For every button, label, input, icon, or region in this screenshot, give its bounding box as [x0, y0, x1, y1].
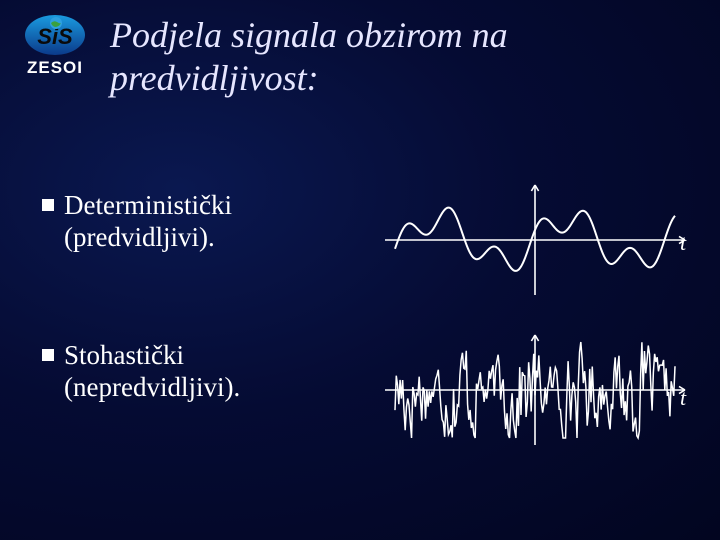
stochastic-graph: [380, 320, 690, 460]
logo: SiS ZESOI: [16, 14, 94, 78]
bullet-marker: [42, 349, 54, 361]
logo-label: ZESOI: [16, 58, 94, 78]
bullet-stochastic: Stohastički (nepredvidljivi).: [42, 340, 342, 404]
page-title: Podjela signala obzirom na predvidljivos…: [110, 14, 720, 100]
axis-label-t-2: t: [680, 385, 686, 411]
axis-label-t-1: t: [680, 230, 686, 256]
row-deterministic: Deterministički (predvidljivi).: [0, 170, 720, 310]
logo-graphic: SiS: [24, 14, 86, 56]
row-stochastic: Stohastički (nepredvidljivi).: [0, 320, 720, 460]
bullet-deterministic: Deterministički (predvidljivi).: [42, 190, 342, 254]
bullet-text: Stohastički (nepredvidljivi).: [64, 340, 342, 404]
deterministic-graph: [380, 170, 690, 310]
bullet-text: Deterministički (predvidljivi).: [64, 190, 342, 254]
bullet-marker: [42, 199, 54, 211]
